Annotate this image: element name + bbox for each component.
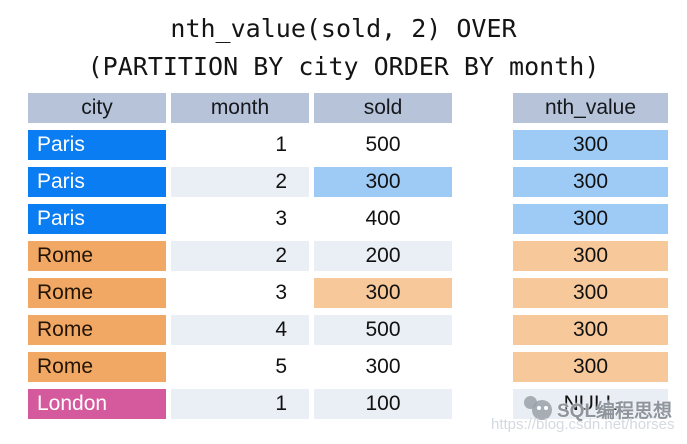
table-row: Paris 2 300 300 bbox=[28, 167, 668, 197]
table-row: Paris 3 400 300 bbox=[28, 204, 668, 234]
table-rows: Paris 1 500 300 Paris 2 300 300 Paris 3 … bbox=[28, 130, 668, 419]
cell-city: Paris bbox=[28, 130, 166, 160]
watermark-brand-text: SQL编程思想 bbox=[557, 400, 673, 422]
cell-nth-value: 300 bbox=[513, 352, 668, 382]
watermark-brand: SQL编程思想 bbox=[524, 395, 672, 423]
cell-month: 1 bbox=[275, 133, 287, 156]
sql-expression-title: nth_value(sold, 2) OVER (PARTITION BY ci… bbox=[0, 10, 687, 86]
table-row: Rome 3 300 300 bbox=[28, 278, 668, 308]
cell-sold: 300 bbox=[314, 167, 452, 197]
cell-month: 4 bbox=[171, 315, 309, 345]
cell-month: 3 bbox=[275, 207, 287, 230]
cell-city: Rome bbox=[28, 315, 166, 345]
header-month: month bbox=[171, 93, 309, 123]
header-nth-value: nth_value bbox=[513, 93, 668, 123]
table-row: Paris 1 500 300 bbox=[28, 130, 668, 160]
cell-city: Rome bbox=[28, 241, 166, 271]
cell-sold: 300 bbox=[365, 355, 401, 378]
table-row: Rome 5 300 300 bbox=[28, 352, 668, 382]
cell-sold: 300 bbox=[314, 278, 452, 308]
cell-sold: 500 bbox=[314, 315, 452, 345]
cell-city: Paris bbox=[28, 204, 166, 234]
cell-sold: 100 bbox=[314, 389, 452, 419]
cell-city: London bbox=[28, 389, 166, 419]
sql-expression-title-line2: (PARTITION BY city ORDER BY month) bbox=[87, 52, 600, 81]
cell-nth-value: 300 bbox=[513, 241, 668, 271]
column-gap bbox=[452, 389, 513, 419]
sql-expression-title-line1: nth_value(sold, 2) OVER bbox=[170, 14, 517, 43]
csdn-chat-bubbles-icon bbox=[524, 396, 554, 422]
cell-sold: 500 bbox=[365, 133, 401, 156]
cell-nth-value: 300 bbox=[513, 278, 668, 308]
cell-month: 3 bbox=[275, 281, 287, 304]
cell-sold: 400 bbox=[365, 207, 401, 230]
cell-nth-value: 300 bbox=[513, 130, 668, 160]
cell-month: 1 bbox=[171, 389, 309, 419]
cell-month: 2 bbox=[171, 167, 309, 197]
column-gap bbox=[452, 204, 513, 234]
table-header-row: city month sold nth_value bbox=[28, 93, 668, 123]
watermark-url: https://blog.csdn.net/horses bbox=[491, 416, 675, 433]
cell-month: 5 bbox=[275, 355, 287, 378]
cell-nth-value: 300 bbox=[513, 315, 668, 345]
table-row: Rome 2 200 300 bbox=[28, 241, 668, 271]
column-gap bbox=[452, 93, 513, 123]
header-city: city bbox=[28, 93, 166, 123]
header-sold: sold bbox=[314, 93, 452, 123]
column-gap bbox=[452, 315, 513, 345]
column-gap bbox=[452, 130, 513, 160]
column-gap bbox=[452, 352, 513, 382]
column-gap bbox=[452, 278, 513, 308]
cell-nth-value: 300 bbox=[513, 204, 668, 234]
table-row: Rome 4 500 300 bbox=[28, 315, 668, 345]
cell-sold: 200 bbox=[314, 241, 452, 271]
cell-nth-value: 300 bbox=[513, 167, 668, 197]
cell-month: 2 bbox=[171, 241, 309, 271]
cell-city: Paris bbox=[28, 167, 166, 197]
cell-city: Rome bbox=[28, 278, 166, 308]
result-table: city month sold nth_value Paris 1 500 30… bbox=[28, 93, 668, 426]
column-gap bbox=[452, 241, 513, 271]
cell-city: Rome bbox=[28, 352, 166, 382]
column-gap bbox=[452, 167, 513, 197]
